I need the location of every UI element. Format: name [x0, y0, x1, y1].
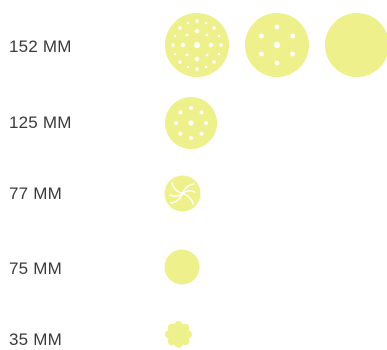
- size-label-77mm: 77 MM: [9, 184, 62, 203]
- size-label-152mm: 152 MM: [9, 37, 72, 56]
- disc-152mm-seven-hole-icon[interactable]: [244, 12, 310, 78]
- size-label-35mm: 35 MM: [9, 330, 62, 349]
- size-label-125mm: 125 MM: [9, 113, 72, 132]
- disc-35mm-flower-icon[interactable]: [164, 320, 193, 349]
- disc-152mm-solid-icon[interactable]: [324, 12, 387, 78]
- size-label-75mm: 75 MM: [9, 259, 62, 278]
- disc-77mm-swirl-icon[interactable]: [164, 175, 201, 212]
- disc-152mm-multi-hole-icon[interactable]: [164, 12, 230, 78]
- disc-75mm-solid-icon[interactable]: [164, 249, 200, 285]
- disc-125mm-eight-hole-icon[interactable]: [164, 96, 218, 150]
